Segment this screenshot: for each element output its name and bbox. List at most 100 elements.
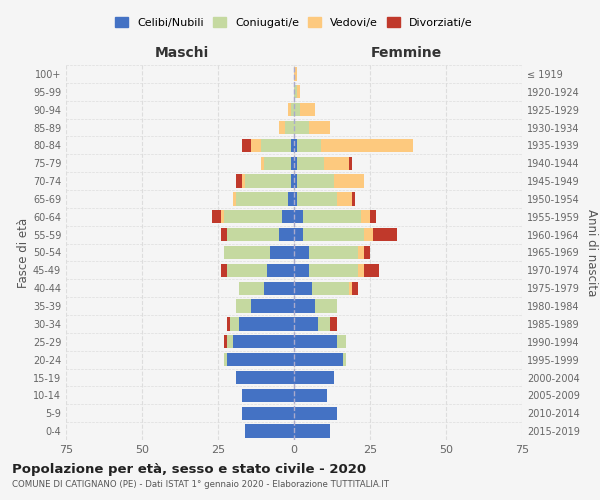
- Bar: [337, 192, 352, 205]
- Bar: [358, 264, 364, 277]
- Bar: [285, 121, 294, 134]
- Bar: [266, 264, 294, 277]
- Bar: [322, 138, 413, 152]
- Bar: [361, 210, 370, 224]
- Bar: [331, 317, 337, 330]
- Bar: [309, 246, 358, 259]
- Bar: [294, 388, 328, 402]
- Bar: [294, 424, 331, 438]
- Bar: [343, 353, 346, 366]
- Bar: [263, 282, 294, 295]
- Bar: [251, 300, 294, 313]
- Bar: [269, 246, 294, 259]
- Bar: [221, 210, 224, 224]
- Text: COMUNE DI CATIGNANO (PE) - Dati ISTAT 1° gennaio 2020 - Elaborazione TUTTITALIA.: COMUNE DI CATIGNANO (PE) - Dati ISTAT 1°…: [12, 480, 389, 489]
- Bar: [251, 138, 260, 152]
- Bar: [364, 228, 373, 241]
- Bar: [334, 174, 364, 188]
- Bar: [242, 174, 245, 188]
- Bar: [294, 264, 309, 277]
- Bar: [364, 246, 370, 259]
- Bar: [349, 156, 352, 170]
- Bar: [291, 156, 294, 170]
- Bar: [294, 85, 297, 98]
- Bar: [352, 192, 355, 205]
- Bar: [294, 371, 334, 384]
- Bar: [236, 371, 294, 384]
- Bar: [319, 317, 331, 330]
- Bar: [294, 138, 297, 152]
- Text: Popolazione per età, sesso e stato civile - 2020: Popolazione per età, sesso e stato civil…: [12, 462, 366, 475]
- Bar: [245, 174, 291, 188]
- Bar: [227, 353, 294, 366]
- Bar: [337, 335, 346, 348]
- Bar: [294, 121, 309, 134]
- Y-axis label: Anni di nascita: Anni di nascita: [585, 209, 598, 296]
- Bar: [309, 264, 358, 277]
- Bar: [294, 353, 343, 366]
- Bar: [349, 282, 352, 295]
- Bar: [242, 138, 251, 152]
- Bar: [288, 103, 291, 117]
- Bar: [242, 406, 294, 420]
- Bar: [239, 282, 263, 295]
- Bar: [291, 103, 294, 117]
- Bar: [297, 138, 322, 152]
- Bar: [297, 192, 337, 205]
- Bar: [315, 300, 337, 313]
- Bar: [294, 192, 297, 205]
- Bar: [233, 335, 294, 348]
- Bar: [294, 210, 303, 224]
- Bar: [352, 282, 358, 295]
- Bar: [294, 300, 315, 313]
- Text: Maschi: Maschi: [154, 46, 209, 60]
- Y-axis label: Fasce di età: Fasce di età: [17, 218, 30, 288]
- Bar: [373, 228, 397, 241]
- Bar: [227, 317, 230, 330]
- Bar: [227, 335, 233, 348]
- Bar: [260, 156, 263, 170]
- Bar: [224, 210, 282, 224]
- Bar: [288, 192, 294, 205]
- Bar: [294, 317, 319, 330]
- Bar: [294, 335, 337, 348]
- Bar: [364, 264, 379, 277]
- Bar: [297, 85, 300, 98]
- Bar: [291, 138, 294, 152]
- Bar: [242, 388, 294, 402]
- Bar: [282, 210, 294, 224]
- Bar: [294, 67, 297, 80]
- Bar: [263, 156, 291, 170]
- Bar: [221, 228, 227, 241]
- Bar: [212, 210, 221, 224]
- Bar: [294, 228, 303, 241]
- Bar: [297, 174, 334, 188]
- Bar: [227, 228, 279, 241]
- Text: Femmine: Femmine: [371, 46, 442, 60]
- Bar: [239, 317, 294, 330]
- Bar: [224, 353, 227, 366]
- Bar: [245, 424, 294, 438]
- Bar: [312, 282, 349, 295]
- Bar: [236, 300, 251, 313]
- Bar: [303, 210, 361, 224]
- Bar: [358, 246, 364, 259]
- Bar: [224, 246, 269, 259]
- Bar: [227, 264, 266, 277]
- Bar: [236, 174, 242, 188]
- Bar: [279, 228, 294, 241]
- Bar: [297, 156, 325, 170]
- Bar: [260, 138, 291, 152]
- Bar: [294, 406, 337, 420]
- Bar: [279, 121, 285, 134]
- Bar: [294, 174, 297, 188]
- Legend: Celibi/Nubili, Coniugati/e, Vedovi/e, Divorziati/e: Celibi/Nubili, Coniugati/e, Vedovi/e, Di…: [111, 12, 477, 32]
- Bar: [303, 228, 364, 241]
- Bar: [291, 174, 294, 188]
- Bar: [300, 103, 315, 117]
- Bar: [294, 246, 309, 259]
- Bar: [294, 156, 297, 170]
- Bar: [224, 335, 227, 348]
- Bar: [370, 210, 376, 224]
- Bar: [236, 192, 288, 205]
